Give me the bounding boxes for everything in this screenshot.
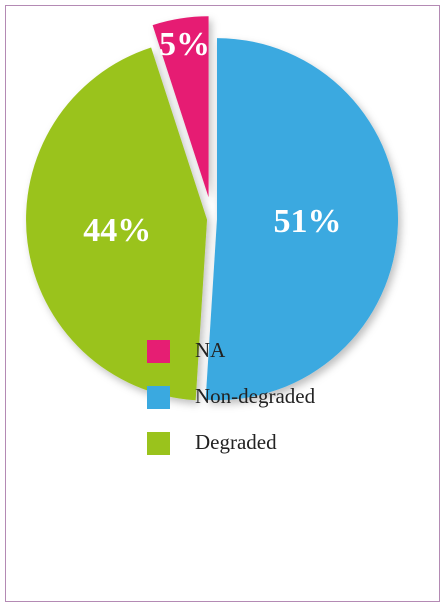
value-label: 51%	[273, 203, 341, 240]
value-label: 5%	[159, 26, 210, 63]
legend-label: NA	[195, 338, 226, 362]
pie-slice	[152, 16, 209, 198]
value-labels: 5% 51% 44%	[83, 26, 341, 249]
legend-swatch	[147, 386, 170, 409]
pie-slice	[26, 47, 208, 401]
pie	[26, 16, 398, 401]
legend-swatch	[147, 432, 170, 455]
legend-swatch	[147, 340, 170, 363]
legend-label: Non-degraded	[195, 384, 316, 408]
legend: NA Non-degraded Degraded	[147, 338, 316, 455]
legend-label: Degraded	[195, 430, 277, 454]
value-label: 44%	[83, 212, 151, 249]
pie-slice	[205, 38, 398, 401]
